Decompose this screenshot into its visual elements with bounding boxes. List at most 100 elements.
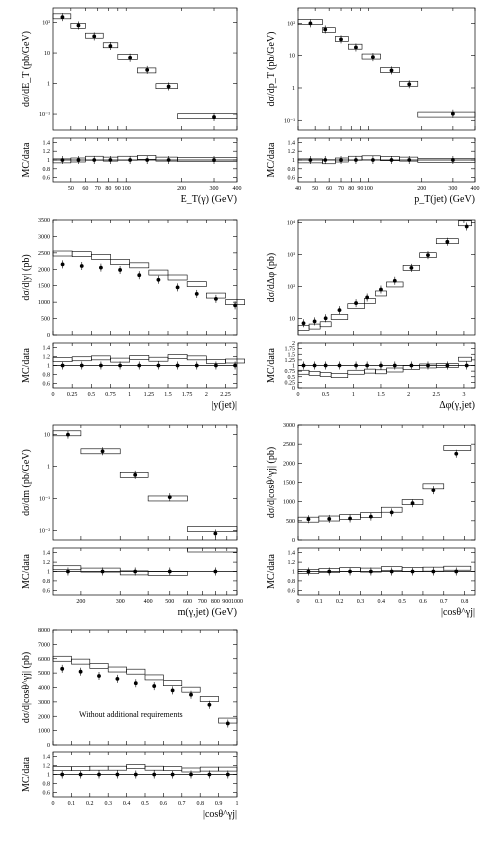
mc-bin bbox=[52, 565, 82, 571]
data-point bbox=[225, 721, 230, 726]
mc-bin bbox=[167, 354, 188, 359]
data-point bbox=[410, 569, 415, 574]
x-tick-label: 0.8 bbox=[196, 801, 204, 807]
data-point bbox=[170, 688, 175, 693]
data-point bbox=[368, 514, 373, 519]
y-tick-label: 10² bbox=[287, 21, 295, 27]
data-point bbox=[99, 265, 103, 270]
x-tick-label: 200 bbox=[177, 186, 186, 192]
pt-ratio-panel: 0.6 0.8 1 1.2 1.4 40 50 60 70 80 90 100 200 300 400 MC/… bbox=[266, 137, 480, 192]
mc-bin bbox=[147, 495, 188, 502]
y-tick-label: 1 bbox=[292, 158, 295, 164]
x-tick-label: 60 bbox=[82, 186, 88, 192]
data-point bbox=[166, 84, 171, 89]
y-tick-label: 1 bbox=[47, 82, 50, 88]
dphi-x-axis-label: Δφ(γ,jet) bbox=[439, 400, 475, 411]
x-tick-label: 700 bbox=[198, 599, 207, 605]
data-point bbox=[212, 115, 216, 119]
data-point bbox=[76, 23, 81, 28]
y-tick-label: 1 bbox=[292, 570, 295, 576]
y-tick-label: 1.4 bbox=[288, 140, 296, 146]
y-tick-label: 1.2 bbox=[43, 355, 51, 361]
data-point bbox=[76, 158, 81, 162]
y-tick-label: 1 bbox=[47, 465, 50, 471]
y-tick-label: 1.2 bbox=[43, 149, 51, 155]
data-point bbox=[312, 319, 317, 324]
x-tick-label: 2.5 bbox=[433, 392, 441, 398]
y-axis-label: dσ/dm (pb/GeV) bbox=[21, 449, 32, 516]
y-tick-label: 0 bbox=[47, 743, 50, 749]
x-tick-label: 1.5 bbox=[377, 392, 385, 398]
y-tick-label: 10² bbox=[287, 284, 295, 290]
x-tick-label: 80 bbox=[105, 186, 111, 192]
y-tick-label: 3000 bbox=[38, 234, 50, 240]
data-point bbox=[426, 363, 430, 368]
y-tick-label: 1.2 bbox=[43, 560, 51, 566]
x-tick-label: 0.8 bbox=[461, 599, 469, 605]
mc-bin bbox=[458, 356, 472, 362]
data-point bbox=[327, 569, 332, 574]
x-tick-label: 0 bbox=[52, 392, 55, 398]
y-tick-label: 0.6 bbox=[43, 382, 51, 388]
mc-bin bbox=[399, 80, 419, 87]
mc-bin bbox=[91, 355, 111, 361]
y-tick-label: 0 bbox=[292, 538, 295, 544]
mc-bin bbox=[71, 251, 92, 257]
data-point bbox=[454, 451, 459, 456]
y-tick-label: 1.4 bbox=[43, 551, 51, 557]
data-point bbox=[339, 37, 343, 42]
y-tick-label: 0.8 bbox=[288, 167, 296, 173]
y-tick-label: 0.6 bbox=[43, 791, 51, 797]
y-tick-label: 0.8 bbox=[43, 167, 51, 173]
mc-bin bbox=[144, 765, 164, 771]
y-tick-label: 0.6 bbox=[288, 588, 296, 594]
y-tick-label: 1.2 bbox=[288, 560, 296, 566]
x-tick-label: 2.25 bbox=[220, 392, 231, 398]
data-point bbox=[392, 278, 397, 283]
data-point bbox=[152, 684, 157, 688]
data-point bbox=[133, 772, 138, 777]
data-point bbox=[308, 158, 313, 162]
data-point bbox=[118, 363, 122, 368]
data-point bbox=[128, 158, 133, 162]
y-tick-label: 8000 bbox=[38, 628, 50, 634]
x-tick-label: 300 bbox=[210, 186, 219, 192]
data-point bbox=[118, 268, 122, 272]
mc-bin bbox=[163, 766, 183, 771]
mc-bin bbox=[308, 371, 321, 376]
mc-bin bbox=[322, 27, 336, 33]
mc-bin bbox=[364, 368, 376, 374]
mc-bin bbox=[319, 372, 332, 377]
y-axis-label: MC/data bbox=[21, 553, 32, 589]
mc-bin bbox=[129, 262, 150, 269]
x-tick-label: 1.25 bbox=[144, 392, 155, 398]
data-point bbox=[426, 253, 430, 258]
mass-x-axis-label: m(γ,jet) (GeV) bbox=[178, 607, 237, 618]
data-point bbox=[137, 273, 142, 278]
y-main-panel: 0 500 1000 1500 2000 2500 3000 3500 dσ/d|y| (pb) bbox=[21, 218, 245, 339]
mc-bin bbox=[52, 357, 73, 362]
y-axis-label: dσ/d|y| (pb) bbox=[21, 254, 32, 300]
data-point bbox=[301, 321, 306, 326]
y-tick-label: 0.8 bbox=[43, 373, 51, 379]
data-point bbox=[145, 68, 150, 72]
y-axis-label: MC/data bbox=[21, 347, 32, 383]
y-axis-label: MC/data bbox=[266, 553, 277, 589]
y-axis-label: dσ/d|cosθ^γj| (pb) bbox=[266, 447, 277, 518]
y-axis-label: dσ/dE_T (pb/GeV) bbox=[21, 31, 32, 107]
mc-bin bbox=[335, 36, 349, 42]
x-tick-label: 100 bbox=[122, 186, 131, 192]
mc-bin bbox=[361, 53, 381, 60]
y-tick-label: 10 bbox=[289, 54, 295, 60]
y-tick-label: 0.6 bbox=[288, 176, 296, 182]
data-point bbox=[431, 488, 436, 493]
data-point bbox=[389, 569, 394, 574]
x-tick-label: 0.1 bbox=[315, 599, 323, 605]
mc-bin bbox=[167, 274, 188, 281]
data-point bbox=[213, 531, 218, 536]
mass-ratio-panel: 0.6 0.8 1 1.2 1.4 200 300 400 500 600 700 800 900 100… bbox=[21, 547, 243, 605]
y-axis-label: MC/data bbox=[21, 756, 32, 792]
data-point bbox=[78, 669, 83, 674]
y-tick-label: 2000 bbox=[283, 461, 295, 467]
data-point bbox=[167, 569, 172, 574]
